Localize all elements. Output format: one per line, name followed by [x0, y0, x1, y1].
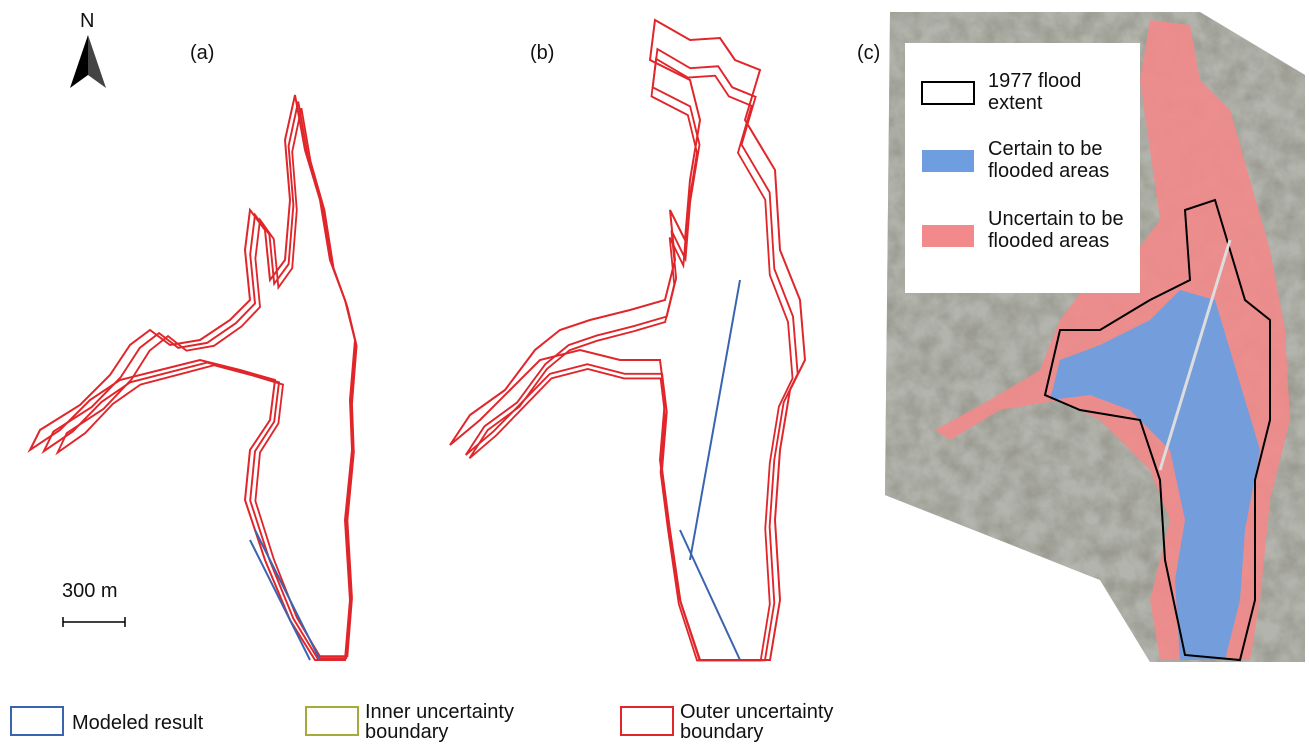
scale-bar [62, 617, 126, 627]
legend-label: Uncertain to be flooded areas [988, 208, 1124, 252]
modeled-result [42, 100, 357, 660]
modeled-result [249, 529, 321, 661]
outer-boundary [27, 94, 357, 661]
legend-swatch [921, 81, 975, 105]
legend-label: Inner uncertainty boundary [365, 701, 514, 743]
map-b [449, 18, 807, 662]
modeled-result [679, 279, 741, 661]
legend-label: Certain to be flooded areas [988, 138, 1110, 182]
legend-label: Outer uncertainty boundary [680, 701, 834, 743]
legend-swatch [620, 706, 674, 736]
map-c [885, 12, 1305, 662]
1977-flood-extent [1043, 198, 1271, 662]
north-label: N [80, 10, 95, 32]
map-a [27, 94, 358, 661]
legend-label: Modeled result [72, 712, 204, 734]
modeled-result [464, 48, 799, 662]
panel-label: (a) [190, 42, 215, 64]
north-arrow [70, 35, 88, 88]
legend-swatch [305, 706, 359, 736]
certain-area [1050, 290, 1260, 660]
panel-label: (c) [857, 42, 881, 64]
legend-swatch [922, 150, 974, 172]
legend-swatch [922, 225, 974, 247]
scale-label: 300 m [62, 580, 118, 602]
panel-label: (b) [530, 42, 555, 64]
legend-label: 1977 flood extent [988, 70, 1082, 114]
outer-boundary [449, 18, 807, 661]
legend-swatch [10, 706, 64, 736]
road [1158, 239, 1232, 471]
north-arrow [88, 35, 106, 88]
